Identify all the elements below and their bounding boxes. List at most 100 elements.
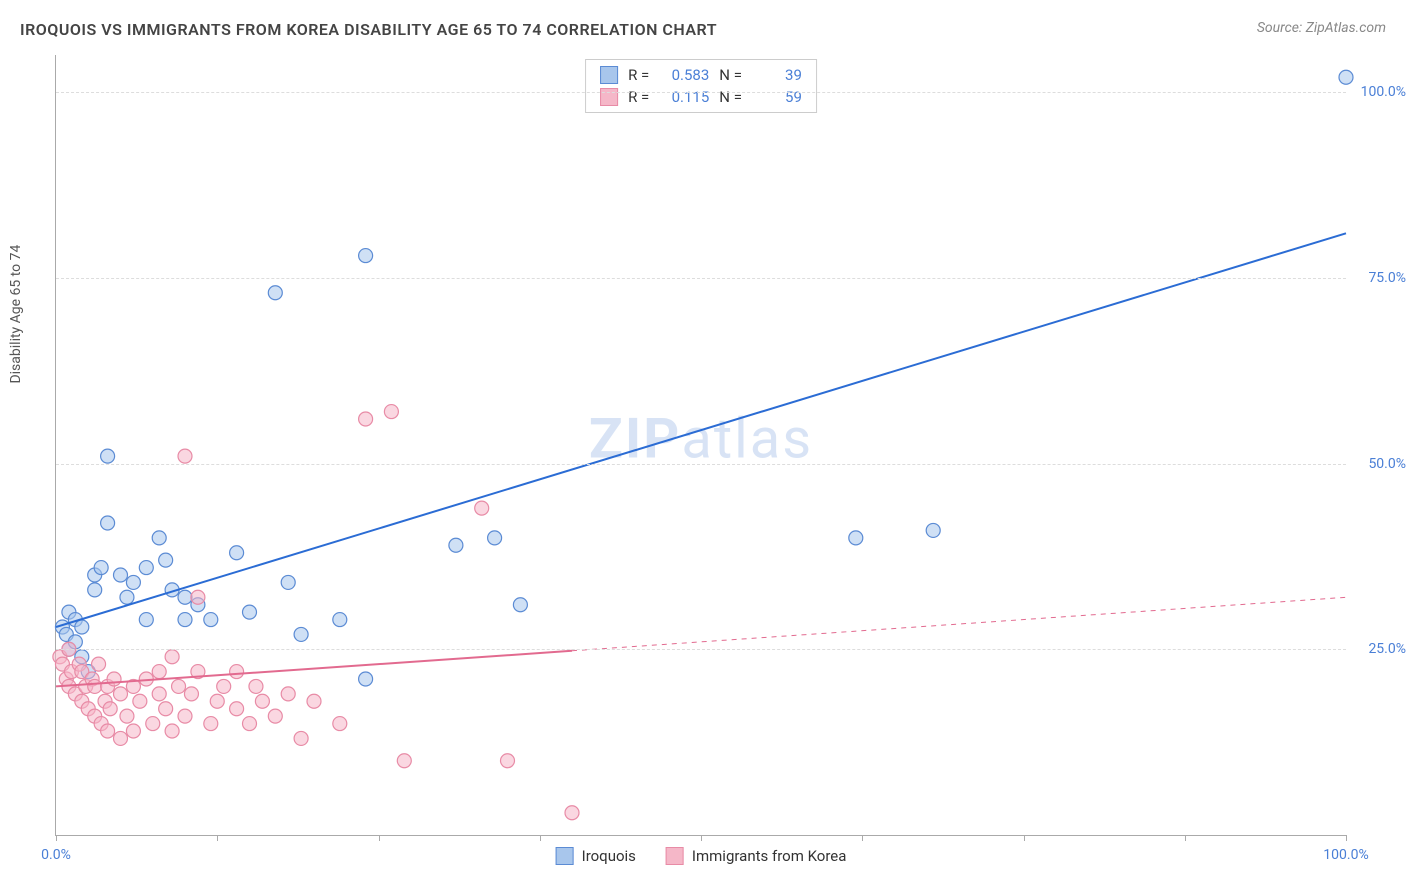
data-point [146,717,160,731]
data-point [101,724,115,738]
scatter-chart: Disability Age 65 to 74 ZIPatlas R = 0.5… [55,55,1346,836]
data-point [268,286,282,300]
data-point [281,575,295,589]
data-point [397,754,411,768]
legend-item-iroquois: Iroquois [556,847,636,865]
swatch-korea [600,88,618,106]
data-point [204,613,218,627]
data-point [294,627,308,641]
y-axis-label: Disability Age 65 to 74 [8,245,24,384]
data-point [204,717,218,731]
data-point [307,694,321,708]
data-point [159,702,173,716]
data-point [384,405,398,419]
data-point [210,694,224,708]
data-point [294,731,308,745]
data-point [849,531,863,545]
page-title: IROQUOIS VS IMMIGRANTS FROM KOREA DISABI… [20,20,717,39]
x-tick [217,835,218,841]
x-tick-label: 100.0% [1323,847,1368,863]
data-point [488,531,502,545]
data-point [281,687,295,701]
data-point [178,613,192,627]
data-point [359,412,373,426]
y-tick-label: 75.0% [1351,270,1406,286]
data-point [184,687,198,701]
data-point [230,665,244,679]
swatch-iroquois-b [556,847,574,865]
bottom-legend: Iroquois Immigrants from Korea [556,847,847,865]
data-point [114,568,128,582]
data-point [475,501,489,515]
data-point [501,754,515,768]
plot-svg [56,55,1346,835]
data-point [120,590,134,604]
swatch-korea-b [666,847,684,865]
data-point [172,679,186,693]
data-point [152,665,166,679]
x-tick [56,835,57,841]
y-tick-label: 25.0% [1351,641,1406,657]
data-point [103,702,117,716]
x-tick-label: 0.0% [41,847,71,863]
data-point [133,694,147,708]
data-point [152,531,166,545]
data-point [114,731,128,745]
data-point [449,538,463,552]
data-point [92,657,106,671]
regression-line-solid [56,651,572,687]
x-tick [862,835,863,841]
data-point [513,598,527,612]
stat-row-iroquois: R = 0.583 N = 39 [600,64,802,86]
data-point [565,806,579,820]
data-point [88,583,102,597]
data-point [243,605,257,619]
n-value-iroquois: 39 [752,66,802,84]
stat-legend: R = 0.583 N = 39 R = 0.115 N = 59 [585,59,817,113]
n-value-korea: 59 [752,88,802,106]
y-tick-label: 100.0% [1351,84,1406,100]
gridline-h [56,464,1346,465]
x-tick [1185,835,1186,841]
data-point [359,249,373,263]
data-point [926,523,940,537]
data-point [101,449,115,463]
data-point [255,694,269,708]
data-point [88,679,102,693]
data-point [126,575,140,589]
regression-line [56,233,1346,627]
x-tick [1024,835,1025,841]
data-point [101,516,115,530]
data-point [152,687,166,701]
data-point [120,709,134,723]
data-point [94,561,108,575]
data-point [75,620,89,634]
data-point [139,613,153,627]
data-point [178,449,192,463]
data-point [1339,70,1353,84]
data-point [230,546,244,560]
regression-line-dashed [572,597,1346,650]
data-point [139,561,153,575]
data-point [243,717,257,731]
y-tick-label: 50.0% [1351,456,1406,472]
data-point [333,717,347,731]
gridline-h [56,92,1346,93]
data-point [126,724,140,738]
data-point [359,672,373,686]
data-point [249,679,263,693]
data-point [230,702,244,716]
x-tick [379,835,380,841]
swatch-iroquois [600,66,618,84]
gridline-h [56,278,1346,279]
data-point [178,709,192,723]
data-point [333,613,347,627]
stat-row-korea: R = 0.115 N = 59 [600,86,802,108]
data-point [178,590,192,604]
data-point [165,724,179,738]
data-point [165,650,179,664]
data-point [217,679,231,693]
x-tick [1346,835,1347,841]
r-value-iroquois: 0.583 [659,66,709,84]
x-tick [701,835,702,841]
